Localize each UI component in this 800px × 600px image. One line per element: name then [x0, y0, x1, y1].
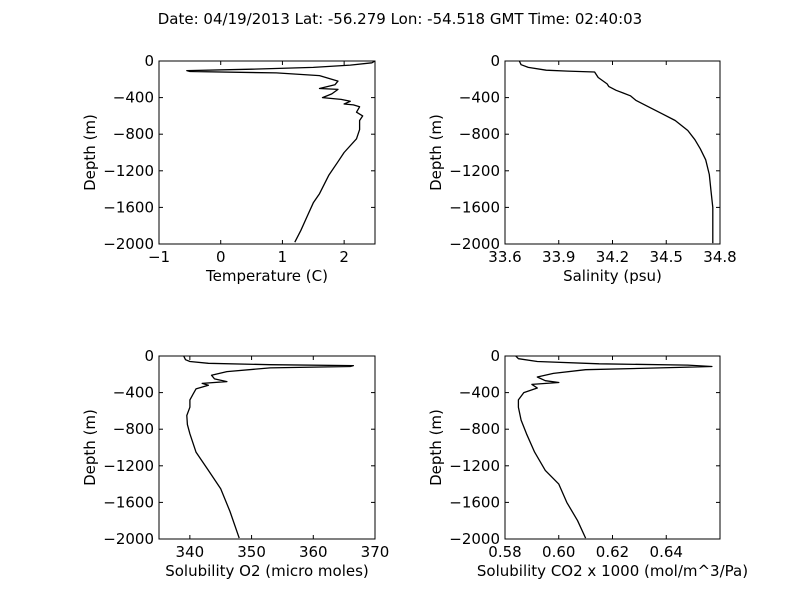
o2-ytick-label: −1600 [103, 493, 154, 511]
salinity-xlabel: Salinity (psu) [563, 267, 662, 285]
salinity-ytick-label: −800 [459, 125, 500, 143]
salinity-ytick-label: 0 [490, 52, 500, 70]
salinity-ytick-label: −1600 [449, 198, 500, 216]
o2-xlabel: Solubility O2 (micro moles) [165, 562, 369, 580]
temperature-series-line [186, 60, 376, 243]
temperature-ytick-label: −1200 [103, 162, 154, 180]
co2-xtick-label: 0.58 [488, 543, 521, 561]
temperature-xtick-label: 2 [339, 248, 349, 266]
temperature-panel: −1 0 1 2 0 −400 −800 −1200 −1600 −2000 Temperature… [81, 52, 376, 285]
temperature-ytick-label: 0 [144, 52, 154, 70]
temperature-ytick-label: −2000 [103, 235, 154, 253]
temperature-ytick-label: −400 [113, 89, 154, 107]
co2-ytick-label: −400 [459, 384, 500, 402]
salinity-xtick-label: 33.9 [542, 248, 575, 266]
temperature-xtick-label: −1 [148, 248, 170, 266]
salinity-panel: 33.6 33.9 34.2 34.5 34.8 0 −400 −800 −1200 −1600 −… [427, 52, 737, 285]
salinity-series-line [518, 60, 714, 244]
o2-ytick-label: −1200 [103, 457, 154, 475]
temperature-ytick-label: −1600 [103, 198, 154, 216]
salinity-xtick-label: 34.5 [650, 248, 683, 266]
co2-ytick-label: −1200 [449, 457, 500, 475]
temperature-xlabel: Temperature (C) [205, 267, 328, 285]
o2-ylabel: Depth (m) [81, 409, 99, 486]
co2-ytick-label: −2000 [449, 530, 500, 548]
co2-xlabel: Solubility CO2 x 1000 (mol/m^3/Pa) [477, 562, 748, 580]
co2-ytick-label: 0 [490, 347, 500, 365]
co2-ytick-label: −800 [459, 420, 500, 438]
o2-xtick-label: 340 [176, 543, 205, 561]
salinity-xtick-label: 34.2 [596, 248, 629, 266]
temperature-axes-frame [158, 60, 376, 245]
temperature-ytick-label: −800 [113, 125, 154, 143]
temperature-xtick-label: 1 [278, 248, 288, 266]
co2-series-line [515, 355, 713, 539]
co2-xtick-label: 0.60 [542, 543, 575, 561]
temperature-ylabel: Depth (m) [81, 114, 99, 191]
salinity-ytick-label: −400 [459, 89, 500, 107]
co2-xtick-label: 0.62 [596, 543, 629, 561]
o2-ytick-label: −2000 [103, 530, 154, 548]
co2-ytick-label: −1600 [449, 493, 500, 511]
salinity-xtick-label: 33.6 [488, 248, 521, 266]
o2-axes-frame [158, 355, 376, 540]
salinity-ytick-label: −1200 [449, 162, 500, 180]
co2-xtick-label: 0.64 [650, 543, 683, 561]
o2-ytick-label: −800 [113, 420, 154, 438]
o2-xtick-label: 350 [237, 543, 266, 561]
o2-panel: 340 350 360 370 0 −400 −800 −1200 −1600 −2000 Solu… [81, 347, 389, 580]
o2-ytick-label: 0 [144, 347, 154, 365]
salinity-ytick-label: −2000 [449, 235, 500, 253]
co2-panel: 0.58 0.60 0.62 0.64 0 −400 −800 −1200 −1600 −2000… [427, 347, 748, 580]
salinity-xtick-label: 34.8 [703, 248, 736, 266]
o2-ytick-label: −400 [113, 384, 154, 402]
co2-ylabel: Depth (m) [427, 409, 445, 486]
temperature-xtick-label: 0 [216, 248, 226, 266]
o2-xtick-label: 370 [361, 543, 390, 561]
salinity-ylabel: Depth (m) [427, 114, 445, 191]
o2-series-line [183, 355, 355, 539]
o2-xtick-label: 360 [299, 543, 328, 561]
figure-title: Date: 04/19/2013 Lat: -56.279 Lon: -54.5… [158, 10, 642, 28]
